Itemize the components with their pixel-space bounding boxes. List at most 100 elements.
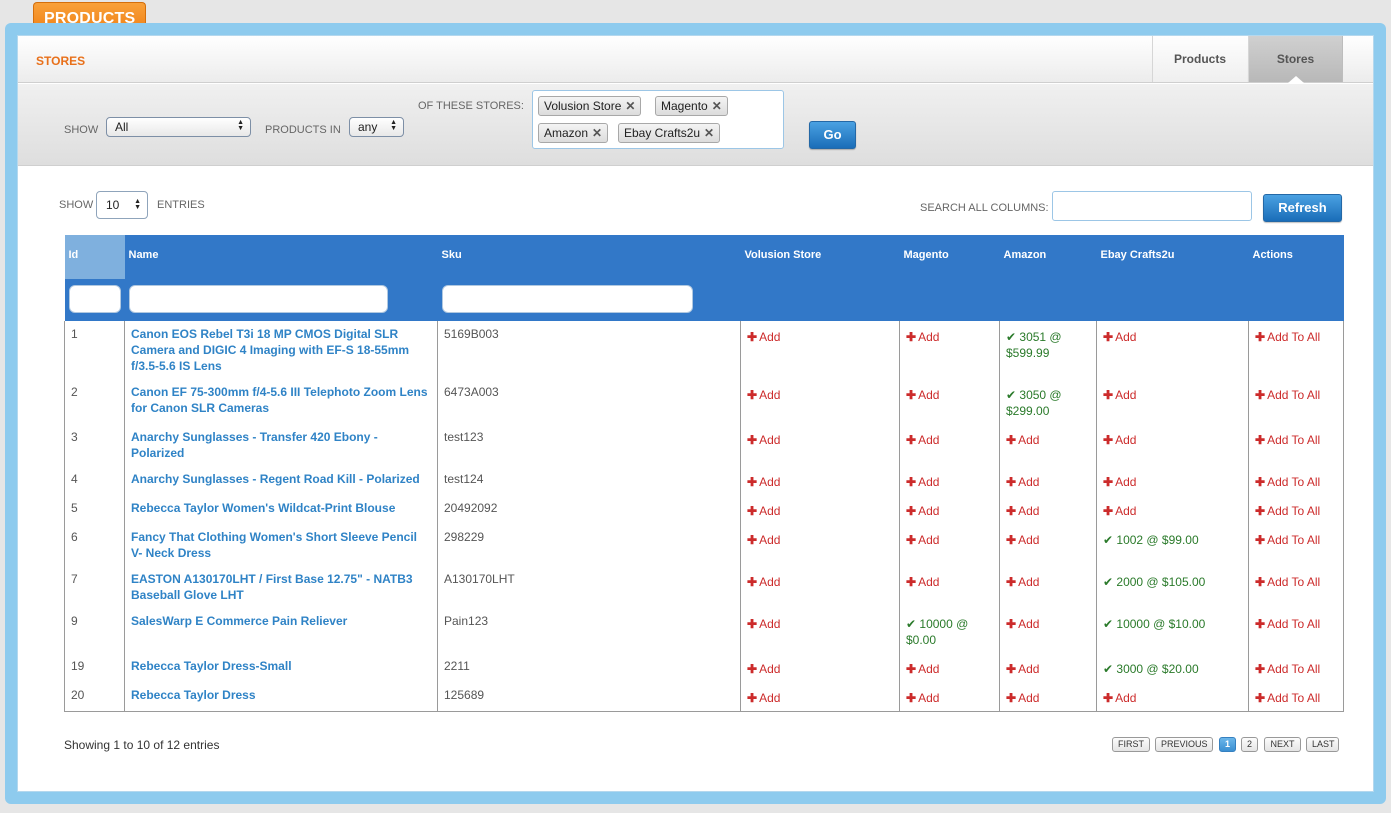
column-header-actions[interactable]: Actions: [1248, 235, 1344, 279]
amazon-cell: ✚ Add: [999, 424, 1097, 466]
add-to-store-link[interactable]: ✚ Add: [1103, 326, 1242, 345]
store-chip[interactable]: Volusion Store ✕: [538, 96, 642, 116]
column-header-amazon[interactable]: Amazon: [999, 235, 1097, 279]
add-to-all-link[interactable]: ✚ Add To All: [1255, 529, 1337, 548]
tab-products[interactable]: Products: [1152, 36, 1247, 82]
add-to-store-link[interactable]: ✚ Add: [1006, 429, 1090, 448]
add-to-all-link[interactable]: ✚ Add To All: [1255, 384, 1337, 403]
product-name-link[interactable]: EASTON A130170LHT / First Base 12.75" - …: [124, 566, 438, 608]
add-to-store-link[interactable]: ✚ Add: [747, 326, 893, 345]
plus-icon: ✚: [1006, 691, 1017, 705]
sku-filter-input[interactable]: [441, 285, 693, 313]
add-to-store-link[interactable]: ✚ Add: [906, 326, 993, 345]
pager-last-button[interactable]: LAST: [1306, 737, 1339, 752]
add-to-store-link[interactable]: ✚ Add: [1006, 529, 1090, 548]
add-to-store-link[interactable]: ✚ Add: [1006, 687, 1090, 706]
add-to-store-link[interactable]: ✚ Add: [747, 429, 893, 448]
remove-icon[interactable]: ✕: [625, 99, 636, 113]
remove-icon[interactable]: ✕: [592, 126, 603, 140]
add-to-store-link[interactable]: ✚ Add: [906, 687, 993, 706]
pager-first-button[interactable]: FIRST: [1112, 737, 1150, 752]
search-input[interactable]: [1052, 191, 1252, 221]
volusion-cell: ✚ Add: [740, 424, 900, 466]
pager-page-1[interactable]: 1: [1219, 737, 1236, 752]
add-to-store-link[interactable]: ✚ Add: [747, 500, 893, 519]
product-name-link[interactable]: Fancy That Clothing Women's Short Sleeve…: [124, 524, 438, 566]
add-to-store-link[interactable]: ✚ Add: [1006, 471, 1090, 490]
remove-icon[interactable]: ✕: [704, 126, 715, 140]
add-to-store-link[interactable]: ✚ Add: [1103, 687, 1242, 706]
add-to-store-link[interactable]: ✚ Add: [906, 529, 993, 548]
name-filter-input[interactable]: [128, 285, 388, 313]
product-name-link[interactable]: Anarchy Sunglasses - Transfer 420 Ebony …: [124, 424, 438, 466]
add-label: Add: [759, 533, 781, 547]
add-to-store-link[interactable]: ✚ Add: [1103, 500, 1242, 519]
add-to-store-link[interactable]: ✚ Add: [1006, 500, 1090, 519]
add-to-store-link[interactable]: ✚ Add: [906, 500, 993, 519]
amazon-cell: ✚ Add: [999, 495, 1097, 524]
column-header-ebay[interactable]: Ebay Crafts2u: [1096, 235, 1249, 279]
add-to-store-link[interactable]: ✚ Add: [906, 384, 993, 403]
add-to-store-link[interactable]: ✚ Add: [1103, 471, 1242, 490]
add-to-store-link[interactable]: ✚ Add: [906, 571, 993, 590]
tab-stores[interactable]: Stores: [1248, 36, 1343, 83]
pager-next-button[interactable]: NEXT: [1264, 737, 1301, 752]
show-select[interactable]: All ▲ ▼: [106, 117, 251, 137]
add-to-store-link[interactable]: ✚ Add: [1006, 613, 1090, 632]
id-filter-input[interactable]: [68, 285, 121, 313]
product-name-link[interactable]: Canon EOS Rebel T3i 18 MP CMOS Digital S…: [124, 321, 438, 379]
refresh-button[interactable]: Refresh: [1263, 194, 1342, 222]
add-to-store-link[interactable]: ✚ Add: [906, 471, 993, 490]
ebay-cell: ✔ 2000 @ $105.00: [1096, 566, 1249, 608]
actions-cell: ✚ Add To All: [1248, 524, 1344, 566]
column-header-volusion[interactable]: Volusion Store: [740, 235, 900, 279]
add-to-store-link[interactable]: ✚ Add: [747, 384, 893, 403]
pager-page-2[interactable]: 2: [1241, 737, 1258, 752]
product-name-link[interactable]: Rebecca Taylor Dress: [124, 682, 438, 712]
plus-icon: ✚: [747, 388, 758, 402]
add-to-store-link[interactable]: ✚ Add: [906, 429, 993, 448]
add-to-all-link[interactable]: ✚ Add To All: [1255, 658, 1337, 677]
add-to-store-link[interactable]: ✚ Add: [1006, 571, 1090, 590]
pager-previous-button[interactable]: PREVIOUS: [1155, 737, 1213, 752]
go-button[interactable]: Go: [809, 121, 856, 149]
row-id: 7: [64, 566, 125, 608]
add-to-all-link[interactable]: ✚ Add To All: [1255, 500, 1337, 519]
plus-icon: ✚: [1255, 330, 1266, 344]
add-to-all-link[interactable]: ✚ Add To All: [1255, 687, 1337, 706]
add-to-store-link[interactable]: ✚ Add: [1103, 429, 1242, 448]
store-chip[interactable]: Magento ✕: [655, 96, 728, 116]
add-to-store-link[interactable]: ✚ Add: [747, 529, 893, 548]
product-name-link[interactable]: SalesWarp E Commerce Pain Reliever: [124, 608, 438, 653]
add-to-store-link[interactable]: ✚ Add: [747, 687, 893, 706]
add-to-all-link[interactable]: ✚ Add To All: [1255, 571, 1337, 590]
entries-select[interactable]: 10 ▲ ▼: [96, 191, 148, 219]
magento-cell: ✔ 10000 @ $0.00: [899, 608, 1000, 653]
magento-cell: ✚ Add: [899, 682, 1000, 712]
add-to-store-link[interactable]: ✚ Add: [906, 658, 993, 677]
add-to-store-link[interactable]: ✚ Add: [747, 471, 893, 490]
add-to-store-link[interactable]: ✚ Add: [747, 658, 893, 677]
add-to-all-link[interactable]: ✚ Add To All: [1255, 613, 1337, 632]
column-header-sku[interactable]: Sku: [437, 235, 741, 279]
add-to-all-link[interactable]: ✚ Add To All: [1255, 326, 1337, 345]
add-to-all-link[interactable]: ✚ Add To All: [1255, 429, 1337, 448]
stores-multiselect[interactable]: Volusion Store ✕ Magento ✕ Amazon ✕ Ebay Cr…: [532, 90, 784, 149]
column-header-id[interactable]: Id: [64, 235, 125, 279]
add-to-store-link[interactable]: ✚ Add: [1006, 658, 1090, 677]
product-name-link[interactable]: Rebecca Taylor Dress-Small: [124, 653, 438, 682]
add-to-all-link[interactable]: ✚ Add To All: [1255, 471, 1337, 490]
store-chip[interactable]: Ebay Crafts2u ✕: [618, 123, 721, 143]
store-chip[interactable]: Amazon ✕: [538, 123, 609, 143]
product-name-link[interactable]: Rebecca Taylor Women's Wildcat-Print Blo…: [124, 495, 438, 524]
add-label: Add: [759, 662, 781, 676]
add-to-store-link[interactable]: ✚ Add: [1103, 384, 1242, 403]
products-in-select[interactable]: any ▲ ▼: [349, 117, 404, 137]
product-name-link[interactable]: Anarchy Sunglasses - Regent Road Kill - …: [124, 466, 438, 495]
add-to-store-link[interactable]: ✚ Add: [747, 571, 893, 590]
column-header-name[interactable]: Name: [124, 235, 438, 279]
product-name-link[interactable]: Canon EF 75-300mm f/4-5.6 III Telephoto …: [124, 379, 438, 424]
remove-icon[interactable]: ✕: [711, 99, 722, 113]
column-header-magento[interactable]: Magento: [899, 235, 1000, 279]
add-to-store-link[interactable]: ✚ Add: [747, 613, 893, 632]
